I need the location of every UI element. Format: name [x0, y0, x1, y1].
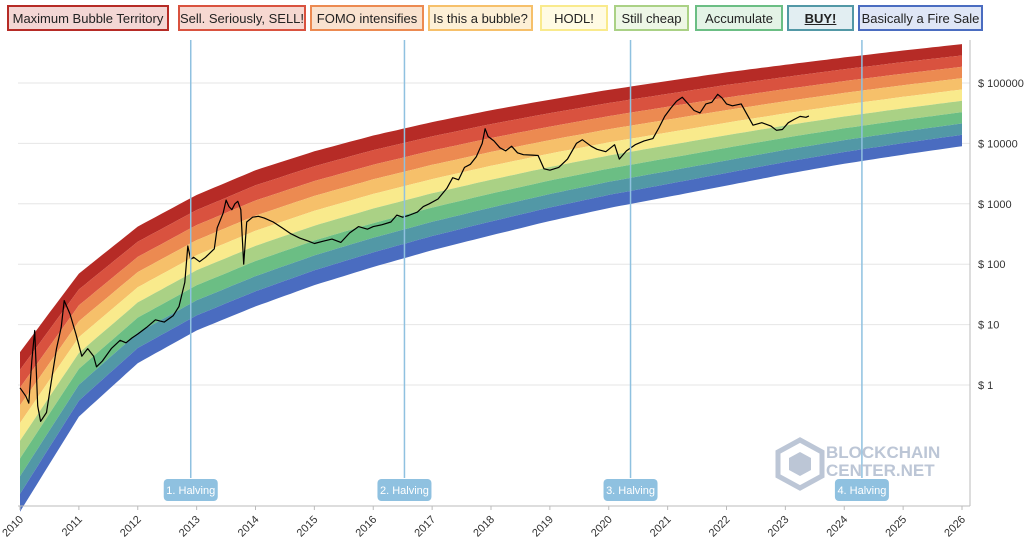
halving-label: 2. Halving	[380, 485, 429, 497]
legend-label: FOMO intensifies	[316, 10, 418, 26]
legend-label: Sell. Seriously, SELL!	[179, 10, 305, 26]
halving-badge[interactable]	[377, 479, 432, 501]
rainbow-band	[20, 89, 962, 441]
legend-item[interactable]: Accumulate	[695, 5, 783, 31]
legend-label: Accumulate	[705, 10, 773, 26]
x-tick-label: 2026	[942, 514, 968, 540]
halving-markers: 1. Halving 2. Halving 3. Halving 4. Halving	[163, 40, 889, 501]
x-tick-label: 2015	[295, 514, 321, 540]
rainbow-bands	[20, 44, 962, 512]
halving-label: 1. Halving	[166, 485, 215, 497]
rainbow-band	[20, 123, 962, 494]
rainbow-band	[20, 100, 962, 459]
x-tick-label: 2022	[707, 514, 733, 540]
y-tick-label: $ 10000	[978, 138, 1018, 150]
watermark-line2: CENTER.NET	[826, 461, 935, 480]
watermark: BLOCKCHAIN CENTER.NET	[775, 437, 940, 491]
halving-label: 3. Halving	[606, 485, 655, 497]
y-tick-label: $ 100000	[978, 78, 1024, 90]
rainbow-band	[20, 112, 962, 477]
x-tick-label: 2021	[648, 514, 674, 540]
legend-item[interactable]: Still cheap	[614, 5, 689, 31]
legend-label: BUY!	[804, 10, 837, 26]
legend-item[interactable]: Basically a Fire Sale	[858, 5, 983, 31]
legend-item[interactable]: Maximum Bubble Territory	[7, 5, 169, 31]
legend-item[interactable]: Sell. Seriously, SELL!	[178, 5, 306, 31]
x-tick-label: 2024	[825, 514, 851, 540]
x-tick-label: 2023	[766, 514, 792, 540]
legend-label: HODL!	[554, 10, 594, 26]
x-tick-label: 2014	[236, 514, 262, 540]
legend-item[interactable]: HODL!	[540, 5, 608, 31]
legend-label: Is this a bubble?	[433, 10, 528, 26]
halving-badge[interactable]	[834, 479, 889, 501]
watermark-line1: BLOCKCHAIN	[826, 443, 940, 462]
blockchain-logo-icon	[775, 437, 825, 491]
rainbow-band	[20, 134, 962, 512]
x-tick-label: 2011	[60, 514, 85, 539]
x-tick-label: 2010	[0, 514, 26, 540]
legend-label: Still cheap	[621, 10, 682, 26]
x-tick-label: 2016	[354, 514, 380, 540]
x-tick-label: 2012	[118, 514, 144, 540]
y-tick-label: $ 100	[978, 259, 1006, 271]
legend-item[interactable]: BUY!	[787, 5, 854, 31]
x-tick-label: 2020	[589, 514, 615, 540]
y-tick-label: $ 1	[978, 380, 993, 392]
legend-label: Basically a Fire Sale	[861, 10, 980, 26]
halving-label: 4. Halving	[837, 485, 886, 497]
halving-badge[interactable]	[163, 479, 218, 501]
y-tick-label: $ 1000	[978, 199, 1012, 211]
x-tick-label: 2019	[530, 514, 556, 540]
legend-item[interactable]: FOMO intensifies	[310, 5, 424, 31]
x-tick-label: 2018	[471, 514, 497, 540]
legend-item[interactable]: Is this a bubble?	[428, 5, 533, 31]
halving-badge[interactable]	[603, 479, 658, 501]
x-tick-label: 2025	[883, 514, 909, 540]
legend-label: Maximum Bubble Territory	[12, 10, 164, 26]
x-tick-label: 2017	[412, 514, 438, 540]
x-tick-label: 2013	[177, 514, 203, 540]
y-tick-label: $ 10	[978, 320, 999, 332]
price-series	[19, 93, 810, 422]
legend: Maximum Bubble Territory Sell. Seriously,…	[0, 0, 1024, 38]
price-line	[19, 93, 810, 422]
